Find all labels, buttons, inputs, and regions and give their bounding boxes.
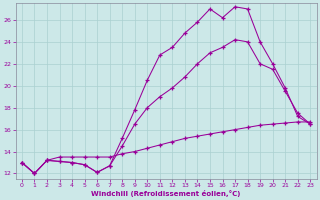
X-axis label: Windchill (Refroidissement éolien,°C): Windchill (Refroidissement éolien,°C) [92,190,241,197]
